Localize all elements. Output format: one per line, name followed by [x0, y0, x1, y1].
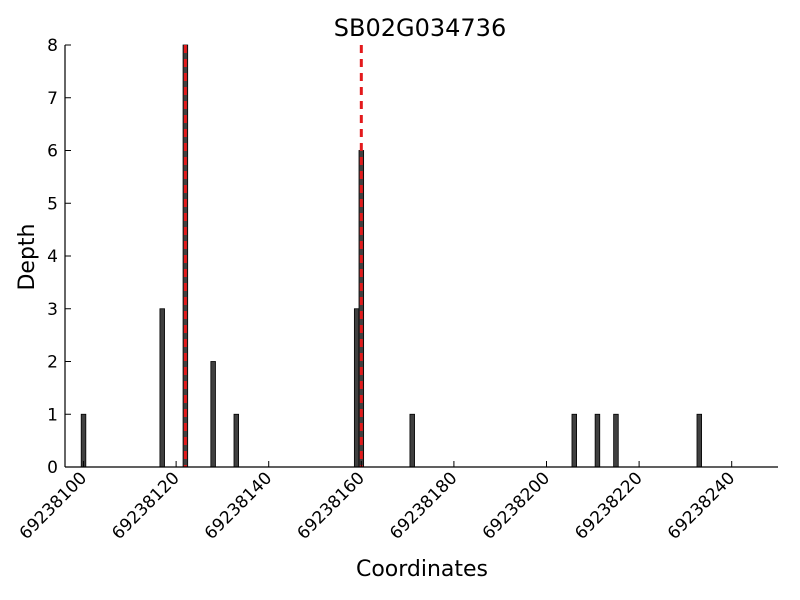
x-tick-label-69238120: 69238120: [108, 468, 183, 543]
y-tick-label-7: 7: [47, 89, 58, 109]
bar-69238159: [353, 308, 360, 468]
marker-lines-group: [183, 45, 363, 467]
bar-69238128: [210, 361, 216, 468]
bar-69238206: [571, 413, 578, 468]
x-tick-label-69238100: 69238100: [16, 468, 91, 543]
bars-group: [80, 44, 703, 468]
bar-69238133: [233, 413, 240, 468]
x-tick-label-69238180: 69238180: [386, 468, 461, 543]
x-tick-label-69238220: 69238220: [571, 468, 646, 543]
bar-69238160: [358, 150, 365, 468]
y-tick-label-0: 0: [47, 458, 58, 478]
bar-69238233: [696, 413, 703, 468]
x-tick-label-69238140: 69238140: [201, 468, 276, 543]
y-tick-label-5: 5: [47, 194, 58, 214]
y-tick-label-4: 4: [47, 247, 58, 267]
y-tick-label-3: 3: [47, 300, 58, 320]
y-tick-label-8: 8: [47, 36, 58, 56]
chart-title: SB02G034736: [334, 14, 506, 42]
bar-69238171: [409, 413, 415, 468]
y-tick-label-1: 1: [47, 405, 58, 425]
bar-69238100: [80, 413, 87, 468]
x-tick-label-69238200: 69238200: [479, 468, 554, 543]
axes-group: 0 1 2 3 4 5 6 7 8 69238100 69238120 69238140 6923816…: [16, 36, 778, 544]
bar-69238211: [594, 413, 601, 468]
x-tick-label-69238240: 69238240: [664, 468, 739, 543]
x-tick-label-69238160: 69238160: [294, 468, 369, 543]
y-axis-label: Depth: [15, 223, 40, 290]
y-tick-label-6: 6: [47, 142, 58, 162]
y-tick-label-2: 2: [47, 353, 58, 373]
bar-69238215: [613, 413, 619, 468]
x-axis-label: Coordinates: [356, 557, 488, 582]
bar-69238117: [159, 308, 165, 468]
